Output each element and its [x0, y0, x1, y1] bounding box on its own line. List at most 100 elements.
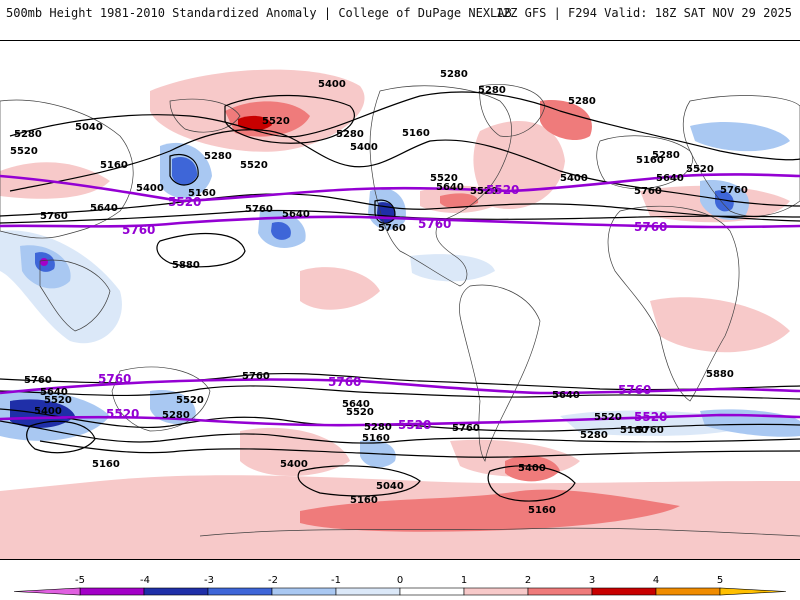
colorbar-tick: 4 — [653, 575, 659, 586]
africa-outline — [607, 205, 740, 402]
colorbar-above-arrow — [719, 587, 787, 596]
contour-label: 5640 — [282, 209, 310, 220]
contour-label: 5400 — [350, 142, 378, 153]
colorbar-tick: -3 — [204, 575, 214, 586]
colorbar-bin — [463, 587, 529, 596]
colorbar-bin — [591, 587, 657, 596]
contour-label: 5040 — [75, 122, 103, 133]
greenland-outline — [479, 84, 546, 137]
contour-label: 5400 — [280, 459, 308, 470]
contour-label: 5520 — [594, 412, 622, 423]
contour-label: 5280 — [336, 129, 364, 140]
contour-label: 5280 — [440, 69, 468, 80]
colorbar-bin — [143, 587, 209, 596]
southeast-asia-outline — [39, 259, 111, 332]
antarctica-outline — [199, 527, 800, 537]
closed-low-contour — [169, 154, 199, 186]
negative-anomaly-region — [690, 121, 790, 152]
contour-label: 5280 — [14, 129, 42, 140]
contour-label: 5280 — [162, 410, 190, 421]
contour-label: 5160 — [100, 160, 128, 171]
contour-label: 5520 — [346, 407, 374, 418]
highlight-label: 5760 — [634, 220, 667, 234]
strong-positive-anomaly — [505, 455, 560, 482]
contour-line-5640 — [0, 193, 800, 222]
contour-label: 5160 — [188, 188, 216, 199]
colorbar-bin — [655, 587, 721, 596]
contour-line-5640-sh — [0, 385, 800, 400]
contour-label: 5520 — [176, 395, 204, 406]
contour-line-5280 — [9, 91, 800, 161]
closed-low-contour-sh — [487, 465, 576, 502]
closed-high-contour — [224, 94, 355, 144]
contour-label: 5400 — [34, 406, 62, 417]
contour-label: 5520 — [262, 116, 290, 127]
contour-line-5400 — [9, 129, 800, 207]
colorbar-below-arrow — [13, 587, 81, 596]
contour-label: 5520 — [10, 146, 38, 157]
strong-positive-anomaly — [300, 489, 680, 532]
contour-label: 5880 — [172, 260, 200, 271]
contour-label: 5400 — [136, 183, 164, 194]
contour-label: 5160 — [362, 433, 390, 444]
positive-anomaly-region — [240, 427, 350, 476]
contour-label: 5640 — [40, 387, 68, 398]
contour-label: 5760 — [452, 423, 480, 434]
contour-line-5280-sh — [0, 420, 800, 444]
highlight-label: 5520 — [486, 183, 519, 197]
highlight-line-5760-nh — [0, 215, 800, 229]
contour-label: 5520 — [44, 395, 72, 406]
positive-anomaly-region — [650, 297, 790, 353]
highlight-label: 5520 — [106, 407, 139, 421]
colorbar-bin — [335, 587, 401, 596]
contour-label: 5400 — [518, 463, 546, 474]
highlight-label: 5760 — [418, 217, 451, 231]
highlight-label: 5520 — [634, 410, 667, 424]
model-run-info: 12Z GFS | F294 Valid: 18Z SAT NOV 29 202… — [495, 6, 792, 20]
contour-label: 5400 — [318, 79, 346, 90]
colorbar-tick: -2 — [268, 575, 278, 586]
contour-label: 5520 — [240, 160, 268, 171]
strong-negative-anomaly — [715, 190, 734, 212]
contour-label: 5040 — [376, 481, 404, 492]
colorbar-bin — [271, 587, 337, 596]
contour-label: 5160 — [528, 505, 556, 516]
colorbar-tick: 0 — [397, 575, 403, 586]
contour-line-5160-sh — [39, 440, 800, 458]
coastlines — [0, 84, 800, 537]
highlight-label: 5760 — [98, 372, 131, 386]
highlight-labels: 5520 5760 5760 5520 5760 5760 5760 5760 … — [98, 183, 667, 432]
contour-line-5880 — [156, 233, 246, 268]
contour-label: 5880 — [706, 369, 734, 380]
contour-label: 5280 — [568, 96, 596, 107]
colorbar-bin — [527, 587, 593, 596]
alaska-outline — [169, 98, 241, 133]
highlight-line-5520-nh — [0, 173, 800, 203]
colorbar-bin — [399, 587, 465, 596]
contour-label: 5280 — [580, 430, 608, 441]
highlight-line-5520-sh — [0, 413, 800, 427]
contour-label: 5760 — [24, 375, 52, 386]
contour-line-5760 — [0, 209, 800, 224]
colorbar-tick: 5 — [717, 575, 723, 586]
contour-label: 5280 — [652, 150, 680, 161]
colorbar-bins — [13, 587, 787, 596]
anomaly-map: 5280 5280 5280 5400 5520 5040 5280 5520 … — [0, 69, 800, 559]
contour-label: 5160 — [92, 459, 120, 470]
highlight-line-5760-sh — [0, 378, 800, 395]
contour-label: 5760 — [40, 211, 68, 222]
asia-outline — [682, 95, 800, 217]
contour-line-5040-sh — [297, 465, 421, 497]
max-positive-anomaly — [238, 115, 272, 131]
contour-label: 5520 — [430, 173, 458, 184]
highlight-label: 5760 — [328, 375, 361, 389]
contour-label: 5760 — [378, 223, 406, 234]
colorbar-bin — [79, 587, 145, 596]
colorbar-tick: -5 — [75, 575, 85, 586]
contour-label: 5160 — [402, 128, 430, 139]
highlight-label: 5520 — [168, 195, 201, 209]
contour-label: 5760 — [636, 425, 664, 436]
contour-label: 5640 — [552, 390, 580, 401]
contour-label: 5760 — [634, 186, 662, 197]
anomaly-colorbar: -5 -4 -3 -2 -1 0 1 2 3 4 5 — [13, 575, 787, 596]
